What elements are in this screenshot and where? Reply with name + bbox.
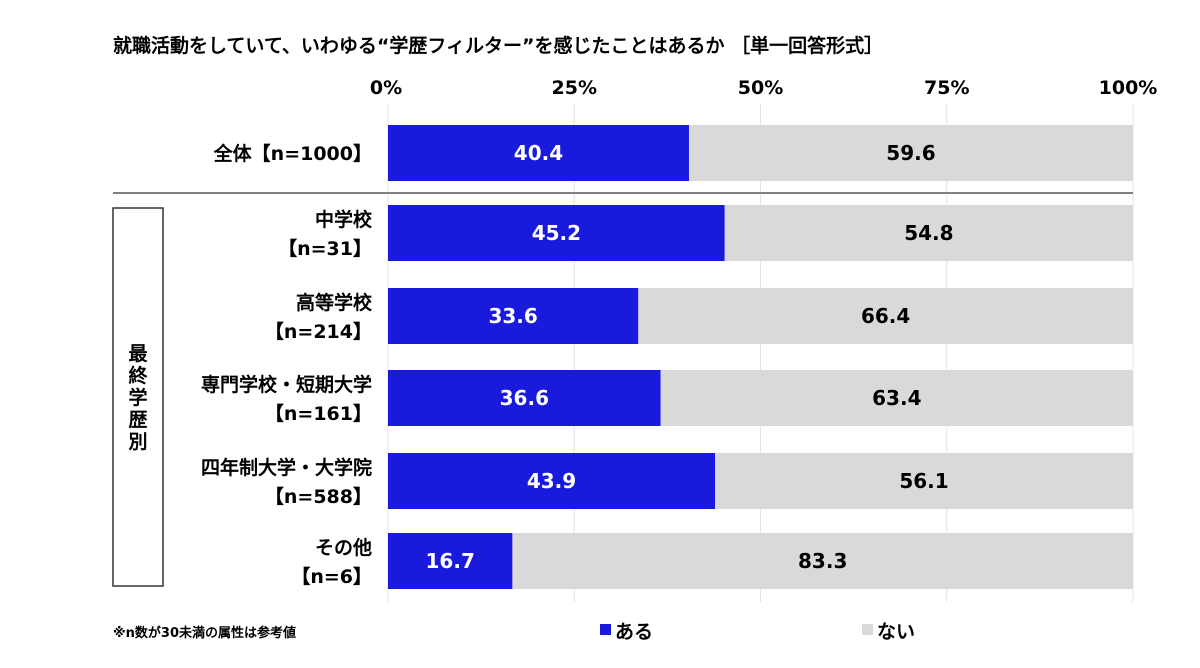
category-label: 高等学校 [296, 291, 373, 314]
bar-value-label: 40.4 [514, 141, 563, 165]
group-label-char: 学 [128, 386, 147, 409]
x-tick-label: 50% [738, 77, 783, 99]
category-label: 中学校 [315, 208, 373, 231]
group-label-char: 別 [128, 431, 147, 453]
bar-value-label: 54.8 [904, 221, 953, 245]
bar-value-label: 59.6 [886, 141, 935, 165]
legend-label: ない [877, 621, 915, 643]
bar-value-label: 45.2 [532, 221, 581, 245]
bar-value-label: 66.4 [861, 304, 910, 328]
x-tick-label: 75% [924, 77, 969, 99]
x-tick-label: 25% [552, 77, 597, 99]
legend-swatch [862, 624, 873, 635]
category-labels: 全体【n=1000】中学校【n=31】高等学校【n=214】専門学校・短期大学【… [201, 142, 373, 588]
x-tick-label: 100% [1099, 77, 1158, 99]
bar-segment-no [638, 288, 1133, 344]
category-label: 【n=161】 [265, 402, 372, 425]
category-label: 【n=214】 [265, 320, 372, 343]
bar-segment-no [660, 370, 1133, 426]
category-label: 【n=588】 [265, 485, 372, 508]
bar-segment-yes [388, 205, 725, 261]
bar-segment-yes [388, 453, 716, 509]
bar-value-label: 36.6 [500, 386, 549, 410]
bar-segment-yes [388, 288, 639, 344]
group-label-char: 歴 [128, 409, 147, 431]
bar-segment-yes [388, 370, 661, 426]
category-label: 【n=6】 [291, 565, 372, 588]
group-label-char: 終 [128, 364, 148, 387]
category-label: 【n=31】 [278, 237, 372, 260]
bar-value-label: 43.9 [527, 469, 576, 493]
category-label: その他 [315, 536, 372, 559]
x-tick-label: 0% [370, 77, 402, 99]
bars: 40.4 59.6 45.2 54.8 33.6 66.4 36.6 63.4 43.9 56.1… [388, 125, 1133, 589]
x-axis-ticks: 0% 25% 50% 75% 100% [370, 77, 1157, 99]
footnote: ※n数が30未満の属性は参考値 [113, 625, 296, 641]
legend-swatch [600, 624, 611, 635]
category-label: 四年制大学・大学院 [201, 456, 372, 479]
bar-segment-yes [388, 125, 689, 181]
bar-segment-no [724, 205, 1133, 261]
group-label-char: 最 [128, 343, 148, 365]
bar-value-label: 33.6 [488, 304, 537, 328]
category-label: 専門学校・短期大学 [201, 373, 372, 396]
bar-segment-no [715, 453, 1133, 509]
bar-value-label: 83.3 [798, 549, 847, 573]
bar-value-label: 56.1 [899, 469, 948, 493]
chart-title: 就職活動をしていて、いわゆる“学歴フィルター”を感じたことはあるか ［単一回答形… [113, 34, 883, 57]
bar-segment-no [688, 125, 1133, 181]
group-label-box [112, 207, 164, 587]
bar-segment-yes [388, 533, 513, 589]
bar-value-label: 63.4 [872, 386, 921, 410]
legend-label: ある [615, 621, 653, 643]
grid-lines [387, 104, 1134, 602]
bar-value-label: 16.7 [426, 549, 475, 573]
legend: ある ない [600, 621, 915, 643]
category-label: 全体【n=1000】 [213, 142, 372, 165]
bar-segment-no [512, 533, 1133, 589]
